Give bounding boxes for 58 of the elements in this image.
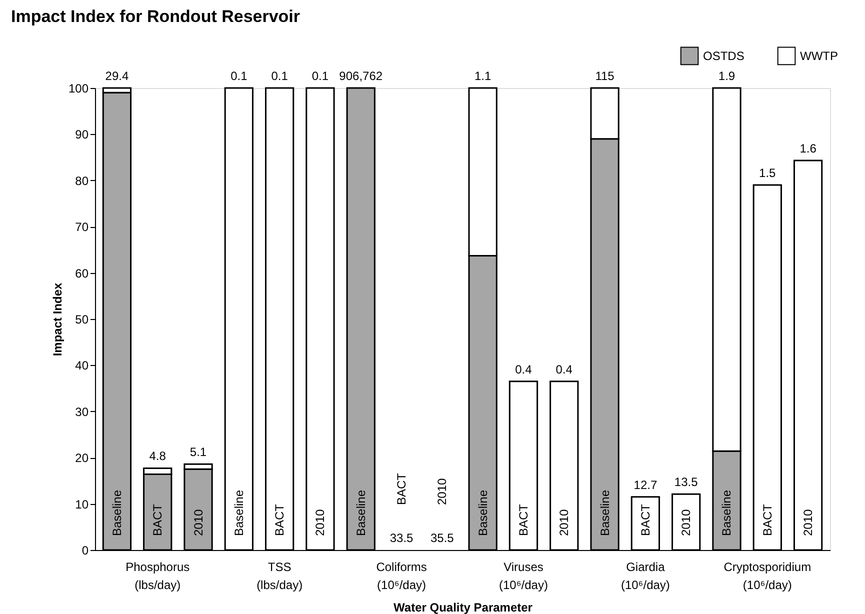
x-tick-label: Baseline	[720, 490, 734, 536]
y-tick-label: 30	[75, 404, 89, 419]
x-tick-label: 2010	[801, 508, 816, 536]
chart-title: Impact Index for Rondout Reservoir	[10, 7, 300, 26]
x-tick-label: BACT	[638, 503, 652, 536]
text: 0.1	[312, 69, 329, 83]
x-tick-label: 2010	[557, 508, 572, 536]
x-tick-label: BACT	[516, 503, 530, 536]
x-tick-label: Baseline	[232, 490, 246, 536]
legend-label: OSTDS	[703, 48, 744, 63]
y-tick-label: 0	[82, 544, 89, 558]
text: 906,762	[339, 69, 383, 83]
text: 0.1	[230, 69, 248, 83]
annotation: 5.1	[190, 445, 207, 460]
text: 1.9	[718, 69, 736, 83]
y-tick-label: 60	[75, 266, 89, 280]
x-tick-label: 2010	[313, 508, 328, 536]
annotation: 4.8	[149, 449, 166, 464]
x-tick-label: BACT	[150, 503, 165, 536]
x-tick-label: Baseline	[476, 490, 490, 536]
y-tick-label: 70	[75, 220, 89, 234]
y-tick-label: 40	[75, 358, 89, 373]
legend-label: WWTP	[800, 48, 838, 63]
y-tick-label: 20	[75, 451, 89, 466]
x-tick-label: BACT	[394, 472, 409, 505]
annotation: 33.5	[390, 531, 414, 545]
annotation: 0.4	[556, 362, 573, 376]
y-tick-label: 50	[75, 312, 89, 326]
x-tick-label: 2010	[191, 508, 206, 536]
annotation: 1.5	[759, 166, 776, 180]
annotation: 0.4	[515, 362, 532, 376]
text: 1.1	[474, 69, 492, 83]
y-tick-label: 10	[75, 497, 89, 512]
text: TSS (lbs/day)	[256, 560, 303, 592]
y-tick-label: 100	[68, 82, 89, 96]
y-axis-title: Impact Index	[50, 282, 64, 356]
y-tick-label: 90	[75, 128, 89, 142]
y-tick-label: 80	[75, 174, 89, 188]
annotation: 1.6	[800, 142, 817, 156]
text: Viruses (10⁶/day)	[498, 560, 548, 592]
text: 115	[595, 69, 615, 83]
text: 29.4	[105, 69, 129, 83]
text: Cryptosporidium (10⁶/day)	[724, 560, 812, 592]
text: 0.1	[271, 69, 288, 83]
annotation: 35.5	[430, 531, 454, 545]
x-tick-label: 2010	[435, 478, 450, 505]
text: Phosphorus (lbs/day)	[126, 560, 190, 592]
annotation: 13.5	[674, 475, 698, 490]
x-tick-label: Baseline	[110, 490, 124, 536]
x-tick-label: 2010	[679, 508, 694, 536]
annotation: 12.7	[634, 478, 658, 492]
x-tick-label: BACT	[272, 503, 287, 536]
x-tick-label: BACT	[760, 503, 774, 536]
text: Coliforms (10⁶/day)	[376, 560, 427, 592]
x-axis-title: Water Quality Parameter	[394, 600, 533, 614]
x-tick-label: Baseline	[354, 490, 368, 536]
text: Giardia (10⁶/day)	[620, 560, 670, 592]
x-tick-label: Baseline	[598, 490, 612, 536]
